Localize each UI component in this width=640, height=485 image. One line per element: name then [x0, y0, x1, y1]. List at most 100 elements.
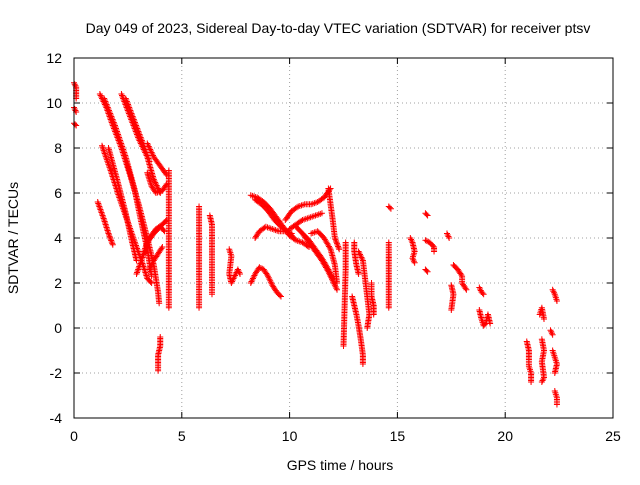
data-point: [293, 204, 300, 211]
data-point: [334, 242, 341, 249]
x-tick-label: 20: [497, 428, 513, 444]
data-point: [326, 244, 333, 251]
y-tick-label: 8: [54, 140, 62, 156]
data-point: [333, 239, 340, 246]
data-point: [108, 238, 115, 245]
data-point: [548, 330, 555, 337]
data-point: [410, 258, 417, 265]
data-point: [108, 237, 115, 244]
data-point: [158, 245, 165, 252]
data-point: [148, 280, 155, 286]
x-tick-label: 15: [390, 428, 406, 444]
data-point: [549, 331, 556, 338]
data-point: [289, 233, 296, 240]
y-tick-label: 10: [46, 95, 62, 111]
data-point: [107, 234, 114, 241]
axis-ticks: 0 5 10 15 20 25 -4 -2 0 2 4 6 8 10 12: [46, 50, 621, 444]
data-point: [290, 235, 297, 241]
data-point: [553, 401, 560, 408]
data-point: [386, 204, 393, 211]
data-point: [155, 367, 162, 374]
data-point: [334, 280, 341, 286]
data-point: [355, 271, 362, 277]
data-point: [148, 273, 155, 280]
data-point: [370, 311, 377, 318]
data-point: [196, 304, 203, 311]
x-tick-label: 10: [282, 428, 298, 444]
data-point: [458, 271, 465, 278]
grid-lines: [74, 58, 613, 418]
data-point: [444, 232, 451, 238]
data-point: [109, 241, 116, 248]
data-point: [423, 267, 430, 274]
data-point: [334, 240, 341, 247]
data-point: [161, 228, 168, 235]
data-point: [424, 268, 431, 275]
data-point: [288, 230, 295, 237]
data-point: [331, 235, 338, 241]
data-point: [445, 233, 452, 240]
data-point: [410, 256, 417, 263]
data-point: [481, 321, 488, 328]
x-tick-label: 25: [605, 428, 621, 444]
data-point: [107, 236, 114, 243]
data-point: [71, 81, 78, 88]
data-point: [106, 233, 113, 240]
data-point: [424, 212, 431, 219]
data-point: [480, 291, 487, 298]
data-point: [551, 370, 558, 376]
data-point: [541, 316, 548, 322]
data-point: [318, 210, 325, 217]
x-tick-label: 0: [70, 428, 78, 444]
plot-frame: [73, 57, 614, 419]
data-point: [446, 235, 453, 241]
data-point: [528, 379, 535, 385]
data-point: [448, 307, 455, 313]
data-point: [479, 290, 486, 297]
chart-title: Day 049 of 2023, Sidereal Day-to-day VTE…: [86, 20, 591, 36]
data-point: [429, 242, 436, 249]
data-point: [364, 325, 371, 331]
data-point: [463, 286, 470, 293]
data-point: [106, 231, 113, 238]
data-point: [72, 82, 79, 89]
data-point: [165, 304, 172, 311]
data-point: [548, 328, 555, 335]
data-point: [146, 158, 153, 165]
data-point: [332, 236, 339, 243]
data-point: [540, 376, 547, 382]
data-point: [159, 244, 166, 250]
data-point: [336, 246, 343, 253]
y-tick-label: 2: [54, 275, 62, 291]
data-point: [553, 298, 560, 304]
data-point: [160, 227, 167, 234]
x-axis-label: GPS time / hours: [287, 457, 394, 473]
data-point: [423, 238, 430, 244]
data-point: [208, 291, 215, 298]
data-points: [71, 79, 560, 408]
data-point: [109, 240, 116, 247]
y-tick-label: 4: [54, 230, 62, 246]
y-axis-label: SDTVAR / TECUs: [5, 182, 21, 294]
data-point: [340, 343, 347, 349]
data-point: [237, 271, 244, 277]
data-point: [105, 230, 112, 237]
y-tick-label: 12: [46, 50, 62, 66]
data-point: [334, 286, 341, 293]
data-point: [298, 217, 305, 224]
data-point: [335, 243, 342, 250]
data-point: [411, 259, 418, 266]
data-point: [332, 237, 339, 244]
data-point: [72, 121, 79, 128]
data-point: [72, 107, 79, 114]
data-point: [462, 285, 469, 292]
data-point: [539, 377, 546, 384]
data-point: [276, 292, 283, 299]
data-point: [387, 205, 394, 212]
y-tick-label: -2: [50, 365, 63, 381]
data-point: [538, 379, 545, 385]
data-point: [423, 211, 430, 218]
y-tick-label: -4: [50, 410, 63, 426]
data-point: [71, 106, 78, 112]
